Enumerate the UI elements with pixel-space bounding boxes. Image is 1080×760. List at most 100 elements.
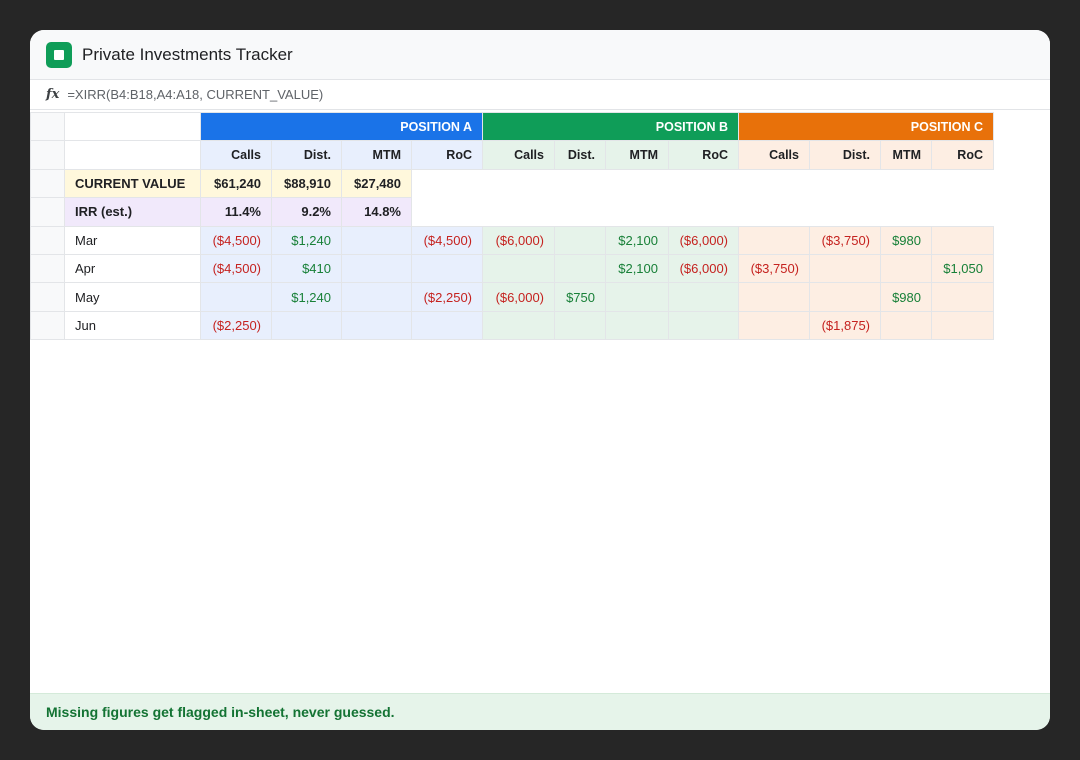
cashflow-cell[interactable]	[738, 310, 810, 341]
cashflow-cell[interactable]: ($4,500)	[200, 253, 272, 284]
row-header[interactable]	[30, 225, 65, 255]
row-header[interactable]	[30, 168, 65, 199]
cashflow-cell[interactable]: $1,240	[271, 225, 342, 255]
irr-c[interactable]: 14.8%	[341, 197, 412, 227]
group-header-position-c[interactable]: POSITION C	[738, 111, 994, 142]
footer-text: Missing figures get flagged in-sheet, ne…	[46, 704, 395, 720]
cashflow-cell[interactable]	[931, 225, 994, 255]
column-header[interactable]: RoC	[668, 140, 739, 170]
cashflow-cell[interactable]	[931, 310, 994, 341]
cashflow-cell[interactable]: ($6,000)	[668, 253, 739, 284]
column-header[interactable]: MTM	[605, 140, 669, 170]
cashflow-cell[interactable]	[809, 282, 881, 312]
cashflow-cell[interactable]: ($6,000)	[482, 225, 555, 255]
current-value-label[interactable]: CURRENT VALUE	[64, 168, 201, 199]
fx-icon: fx	[46, 87, 60, 102]
cashflow-cell[interactable]: ($2,250)	[200, 310, 272, 341]
cashflow-cell[interactable]: $1,050	[931, 253, 994, 284]
cashflow-cell[interactable]: ($3,750)	[738, 253, 810, 284]
cashflow-cell[interactable]	[554, 253, 606, 284]
current-value-c[interactable]: $27,480	[341, 168, 412, 199]
cashflow-cell[interactable]	[931, 282, 994, 312]
empty-cells	[411, 169, 994, 198]
column-header[interactable]: MTM	[341, 140, 412, 170]
cashflow-cell[interactable]: ($6,000)	[668, 225, 739, 255]
title-bar: Private Investments Tracker	[30, 30, 1050, 80]
cashflow-cell[interactable]	[271, 310, 342, 341]
irr-b[interactable]: 9.2%	[271, 197, 342, 227]
month-cell[interactable]: Apr	[64, 253, 201, 284]
cashflow-cell[interactable]	[554, 310, 606, 341]
cashflow-cell[interactable]	[605, 310, 669, 341]
cashflow-cell[interactable]	[880, 310, 932, 341]
column-header[interactable]: Calls	[482, 140, 555, 170]
app-title: Private Investments Tracker	[82, 44, 293, 64]
column-header[interactable]: Calls	[200, 140, 272, 170]
cashflow-cell[interactable]: $980	[880, 225, 932, 255]
cashflow-cell[interactable]	[411, 310, 483, 341]
column-header[interactable]: Dist.	[554, 140, 606, 170]
cashflow-cell[interactable]	[738, 282, 810, 312]
row-header[interactable]	[30, 140, 65, 170]
footer-note: Missing figures get flagged in-sheet, ne…	[30, 693, 1050, 730]
column-header[interactable]: MTM	[880, 140, 932, 170]
cashflow-cell[interactable]	[341, 253, 412, 284]
cashflow-cell[interactable]	[341, 225, 412, 255]
row-header[interactable]	[30, 111, 65, 142]
cashflow-cell[interactable]	[341, 282, 412, 312]
row-header[interactable]	[30, 282, 65, 312]
cashflow-cell[interactable]	[482, 310, 555, 341]
cashflow-cell[interactable]: ($4,500)	[411, 225, 483, 255]
irr-label[interactable]: IRR (est.)	[64, 197, 201, 227]
cell[interactable]	[64, 111, 201, 142]
cashflow-rows: Mar ($4,500) $1,240 ($4,500) ($6,000) $2,100(…	[30, 225, 994, 341]
current-value-b[interactable]: $88,910	[271, 168, 342, 199]
cashflow-cell[interactable]: $980	[880, 282, 932, 312]
column-header[interactable]: Calls	[738, 140, 810, 170]
cell[interactable]	[64, 140, 201, 170]
row-header[interactable]	[30, 253, 65, 284]
cashflow-cell[interactable]: ($6,000)	[482, 282, 555, 312]
column-header[interactable]: Dist.	[271, 140, 342, 170]
cashflow-cell[interactable]	[809, 253, 881, 284]
irr-a[interactable]: 11.4%	[200, 197, 272, 227]
group-header-row: POSITION A POSITION B POSITION C	[30, 111, 994, 142]
column-header[interactable]: RoC	[931, 140, 994, 170]
cashflow-cell[interactable]	[880, 253, 932, 284]
month-cell[interactable]: Jun	[64, 310, 201, 341]
cashflow-cell[interactable]: $750	[554, 282, 606, 312]
cashflow-cell[interactable]: $1,240	[271, 282, 342, 312]
cashflow-cell[interactable]	[554, 225, 606, 255]
cashflow-cell[interactable]: ($4,500)	[200, 225, 272, 255]
column-header[interactable]: RoC	[411, 140, 483, 170]
cashflow-cell[interactable]	[605, 282, 669, 312]
current-value-row: CURRENT VALUE $61,240 $88,910 $27,480	[30, 168, 994, 199]
cashflow-cell[interactable]: $410	[271, 253, 342, 284]
current-value-a[interactable]: $61,240	[200, 168, 272, 199]
cashflow-cell[interactable]: ($2,250)	[411, 282, 483, 312]
cashflow-cell[interactable]	[668, 310, 739, 341]
irr-row: IRR (est.) 11.4% 9.2% 14.8%	[30, 197, 994, 227]
column-header-row: Calls Dist. MTM RoC Calls Dist. MTM RoC …	[30, 140, 994, 170]
cashflow-cell[interactable]	[738, 225, 810, 255]
cashflow-cell[interactable]: $2,100	[605, 225, 669, 255]
row-header[interactable]	[30, 310, 65, 341]
month-cell[interactable]: May	[64, 282, 201, 312]
cashflow-cell[interactable]: ($3,750)	[809, 225, 881, 255]
cashflow-cell[interactable]	[341, 310, 412, 341]
cashflow-cell[interactable]	[482, 253, 555, 284]
formula-bar[interactable]: fx =XIRR(B4:B18,A4:A18, CURRENT_VALUE)	[30, 80, 1050, 110]
app-window: Private Investments Tracker fx =XIRR(B4:…	[30, 30, 1050, 730]
group-header-position-a[interactable]: POSITION A	[200, 111, 483, 142]
group-header-position-b[interactable]: POSITION B	[482, 111, 739, 142]
cashflow-cell[interactable]	[668, 282, 739, 312]
sheets-app-icon	[46, 41, 72, 68]
cashflow-cell[interactable]	[411, 253, 483, 284]
cashflow-cell[interactable]	[200, 282, 272, 312]
column-header[interactable]: Dist.	[809, 140, 881, 170]
cashflow-cell[interactable]: $2,100	[605, 253, 669, 284]
formula-text[interactable]: =XIRR(B4:B18,A4:A18, CURRENT_VALUE)	[67, 87, 324, 102]
cashflow-cell[interactable]: ($1,875)	[809, 310, 881, 341]
row-header[interactable]	[30, 197, 65, 227]
month-cell[interactable]: Mar	[64, 225, 201, 255]
